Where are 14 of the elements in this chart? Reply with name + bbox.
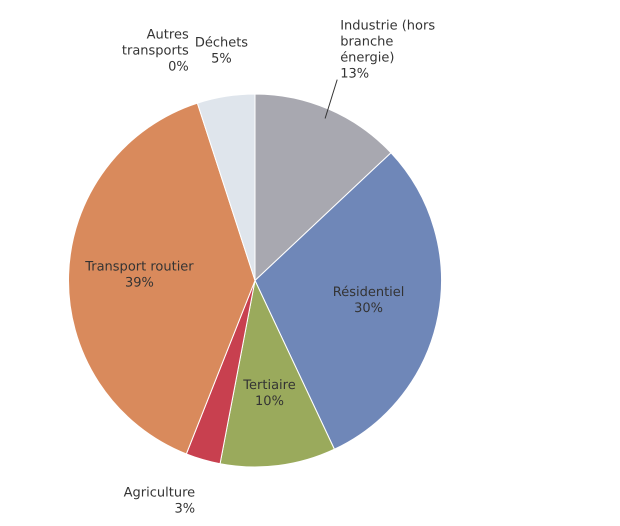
slice-label: Tertiaire (242, 378, 296, 394)
data-label: 39% (124, 276, 154, 291)
slice-label: Déchets (194, 36, 248, 51)
slice-label: Transport routier (84, 260, 194, 275)
slice-label: Résidentiel (332, 285, 404, 300)
slice-label: Industrie (hors branche énergie) (340, 18, 436, 66)
data-label: 30% (354, 301, 384, 316)
data-label: 5% (211, 52, 232, 67)
slice-label: Agriculture (124, 485, 196, 500)
data-label: 13% (340, 66, 370, 82)
data-label: 3% (174, 501, 196, 516)
category-label: Autres transports (122, 27, 189, 58)
text: 0% (168, 59, 189, 74)
data-label: 10% (255, 394, 284, 410)
